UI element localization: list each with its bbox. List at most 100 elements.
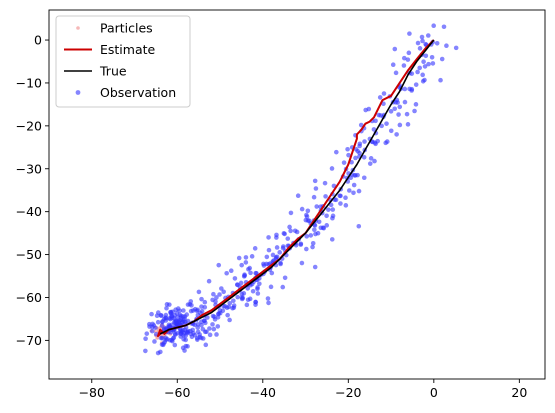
observation-point: [197, 334, 203, 340]
observation-point: [352, 173, 357, 178]
observation-point: [196, 289, 202, 295]
observation-point: [405, 57, 411, 62]
observation-point: [244, 302, 250, 308]
observation-point: [417, 46, 423, 51]
observation-point: [288, 210, 294, 216]
observation-point: [333, 197, 339, 203]
observation-point: [363, 107, 368, 113]
observation-point: [207, 332, 213, 338]
legend-label: True: [99, 64, 127, 79]
observation-point: [154, 313, 160, 319]
observation-point: [167, 316, 173, 322]
observation-point: [221, 289, 226, 295]
observation-point: [329, 166, 335, 171]
observation-point: [346, 152, 351, 158]
observation-point: [326, 207, 331, 212]
observation-point: [281, 231, 287, 236]
observation-point: [245, 286, 250, 291]
observation-point: [160, 335, 165, 341]
observation-point: [181, 336, 186, 342]
observation-point: [160, 342, 166, 348]
observation-point: [419, 34, 425, 40]
observation-point: [299, 260, 305, 266]
observation-point: [232, 276, 238, 281]
observation-point: [346, 188, 352, 193]
observation-point: [155, 319, 161, 325]
observation-point: [203, 320, 208, 326]
observation-point: [178, 313, 184, 319]
observation-point: [219, 286, 224, 291]
y-tick-label: −30: [16, 161, 42, 176]
observation-point: [412, 108, 417, 114]
observation-point: [441, 24, 447, 30]
observation-point: [182, 348, 187, 353]
observation-point: [423, 53, 429, 59]
observation-point: [312, 264, 318, 270]
y-tick-label: −20: [16, 118, 42, 133]
observation-point: [257, 281, 262, 287]
observation-point: [206, 278, 212, 284]
observation-point: [181, 330, 187, 336]
observation-point: [401, 55, 407, 61]
observation-point: [288, 228, 293, 234]
observation-point: [225, 312, 230, 318]
observation-point: [266, 247, 272, 253]
observation-point: [375, 138, 380, 144]
observation-point: [313, 186, 319, 191]
observation-point: [212, 317, 218, 322]
observation-point: [175, 314, 180, 320]
observation-point: [390, 62, 396, 68]
particle-point: [156, 336, 160, 340]
observation-point: [351, 190, 356, 196]
observation-point: [444, 43, 449, 49]
observation-point: [195, 325, 201, 330]
observation-point: [202, 299, 208, 305]
observation-point: [250, 288, 256, 294]
observation-point: [210, 297, 215, 303]
observation-point: [243, 255, 249, 260]
y-axis: 0 −10 −20 −30 −40 −50 −60 −70: [16, 33, 49, 348]
observation-point: [188, 299, 194, 304]
observation-point: [239, 262, 245, 268]
observation-point: [183, 343, 189, 349]
observation-point: [274, 232, 279, 238]
observation-point: [353, 155, 358, 161]
observation-point: [295, 193, 301, 199]
observation-point: [158, 313, 164, 318]
observation-point: [224, 270, 229, 276]
observation-point: [304, 246, 309, 252]
observation-point: [430, 61, 436, 66]
observation-point: [195, 329, 201, 335]
observation-point: [227, 300, 233, 306]
observation-point: [415, 69, 420, 75]
observation-point: [188, 328, 193, 334]
observation-point: [372, 158, 377, 164]
observation-point: [377, 95, 383, 100]
y-tick-label: −70: [16, 333, 42, 348]
observation-point: [217, 292, 222, 297]
observation-point: [393, 100, 398, 105]
observation-point: [394, 132, 399, 137]
observation-point: [351, 182, 357, 188]
observation-point: [230, 305, 235, 311]
observation-point: [252, 246, 258, 251]
observation-point: [211, 326, 217, 332]
observation-point: [341, 160, 347, 165]
observation-point: [402, 99, 408, 105]
legend: Particles Estimate True Observation: [55, 15, 191, 108]
observation-point: [376, 112, 382, 118]
observation-point: [371, 127, 377, 132]
observation-point: [401, 63, 407, 68]
legend-swatch: [76, 26, 80, 30]
observation-point: [383, 140, 389, 146]
observation-point: [453, 45, 459, 51]
observation-point: [199, 322, 204, 328]
observation-point: [163, 325, 169, 331]
observation-point: [431, 23, 436, 29]
observation-point: [216, 311, 221, 317]
observation-point: [439, 56, 445, 62]
observation-point: [429, 54, 435, 60]
observation-point: [220, 308, 226, 313]
observation-point: [417, 65, 423, 71]
observation-point: [194, 308, 200, 314]
